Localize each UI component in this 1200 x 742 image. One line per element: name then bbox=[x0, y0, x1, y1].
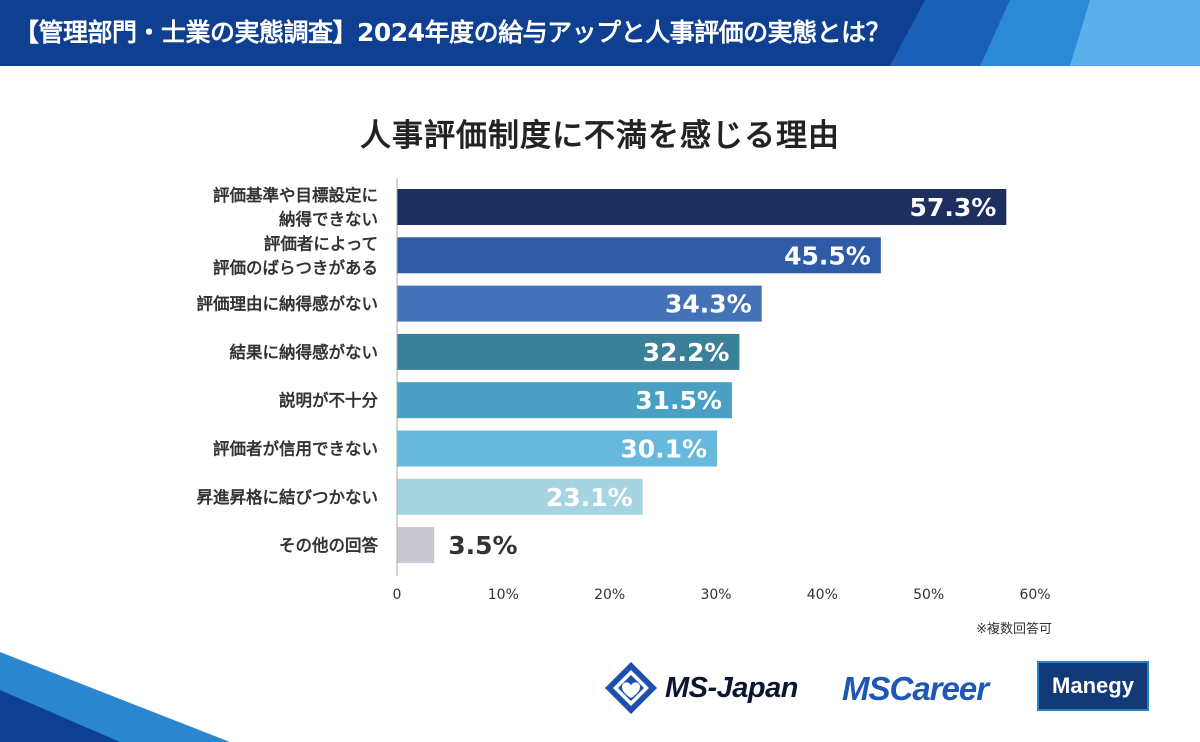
category-label-4: 結果に納得感がない bbox=[230, 342, 379, 362]
bar-8 bbox=[397, 527, 435, 564]
bar-2 bbox=[397, 237, 881, 274]
msjapan-mark-icon bbox=[605, 662, 657, 714]
category-label-1: 評価基準や目標設定に納得できない bbox=[213, 185, 378, 229]
chart-title: 人事評価制度に不満を感じる理由 bbox=[360, 118, 840, 154]
category-label-6: 評価者が信用できない bbox=[213, 439, 378, 459]
msjapan-logo-text: MS-Japan bbox=[665, 671, 798, 704]
bar-1 bbox=[397, 189, 1007, 225]
x-tick-1: 10% bbox=[488, 587, 519, 603]
x-tick-2: 20% bbox=[594, 587, 625, 603]
value-label-4: 32.2% bbox=[643, 338, 730, 367]
value-label-5: 31.5% bbox=[635, 386, 722, 415]
banner-title: 【管理部門・士業の実態調査】2024年度の給与アップと人事評価の実態とは？ bbox=[14, 18, 891, 47]
msjapan-logo: MS-Japan bbox=[603, 660, 798, 716]
category-label-8: その他の回答 bbox=[279, 535, 379, 555]
x-tick-3: 30% bbox=[700, 587, 731, 603]
bar-6 bbox=[397, 430, 718, 467]
bar-3 bbox=[397, 285, 762, 322]
bar-7 bbox=[397, 478, 643, 515]
value-label-2: 45.5% bbox=[784, 241, 871, 270]
category-label-5: 説明が不十分 bbox=[279, 390, 379, 410]
x-tick-0: 0 bbox=[393, 587, 402, 603]
value-label-6: 30.1% bbox=[620, 435, 707, 464]
header-banner bbox=[0, 0, 1200, 66]
value-label-3: 34.3% bbox=[665, 290, 752, 319]
bar-5 bbox=[397, 382, 732, 419]
value-label-1: 57.3% bbox=[910, 193, 997, 222]
category-label-7: 昇進昇格に結びつかない bbox=[197, 487, 379, 507]
x-tick-5: 50% bbox=[913, 587, 944, 603]
manegy-logo: Manegy bbox=[1037, 661, 1149, 711]
x-tick-6: 60% bbox=[1019, 587, 1050, 603]
bar-4 bbox=[397, 333, 740, 370]
x-tick-4: 40% bbox=[807, 587, 838, 603]
mscareer-logo: MSCareer bbox=[842, 670, 989, 707]
value-label-8: 3.5% bbox=[448, 531, 517, 560]
value-label-7: 23.1% bbox=[546, 483, 633, 512]
multiple-answer-note: ※複数回答可 bbox=[976, 622, 1052, 637]
category-label-3: 評価理由に納得感がない bbox=[197, 294, 379, 314]
category-label-2: 評価者によって評価のばらつきがある bbox=[213, 233, 378, 277]
